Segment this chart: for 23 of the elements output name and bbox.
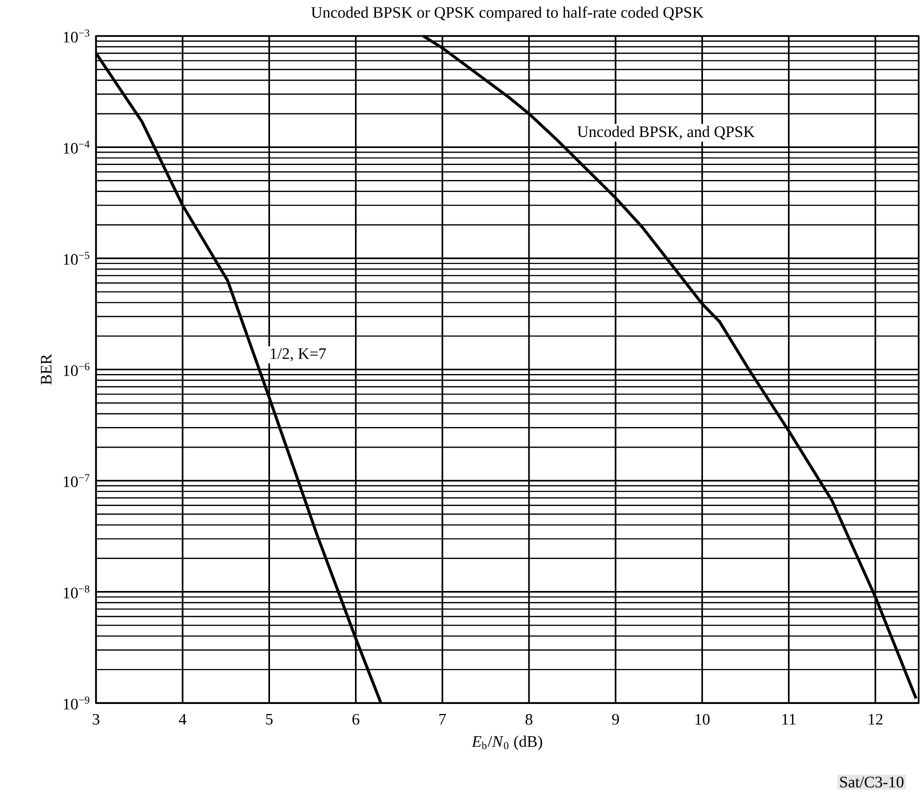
text: Sat/C3-10 [840,776,904,788]
y-tick-label: 10$^{−5}$ [64,252,90,265]
x-axis-title: E$_{b}$/N$_{0}$ (dB) [472,736,542,750]
x-tick-label: 7 [439,714,446,724]
y-tick-label: 10$^{−3}$ [64,29,90,43]
annotation: 1/2, K=7 [270,348,326,362]
annotation: Uncoded BPSK, and QPSK [577,126,755,140]
y-tick-label: 10$^{−8}$ [64,585,90,598]
y-tick-label: 10$^{−9}$ [64,696,90,710]
x-tick-label: 5 [266,714,273,725]
x-tick-label: 11 [782,714,796,725]
chart-title: Uncoded BPSK or QPSK compared to half-rate coded QPSK [311,6,704,22]
x-tick-label: 10 [696,714,710,725]
x-tick-label: 6 [352,714,360,725]
y-tick-label: 10$^{−4}$ [64,140,90,154]
x-tick-label: 4 [178,714,186,724]
x-tick-label: 12 [868,714,882,725]
y-axis-title: BER [40,354,52,385]
x-tick-label: 3 [92,714,100,725]
y-tick-label: 10$^{−6}$ [64,362,90,376]
x-tick-label: 8 [526,714,532,725]
y-tick-label: 10$^{−7}$ [64,474,90,488]
x-tick-label: 9 [612,714,619,725]
